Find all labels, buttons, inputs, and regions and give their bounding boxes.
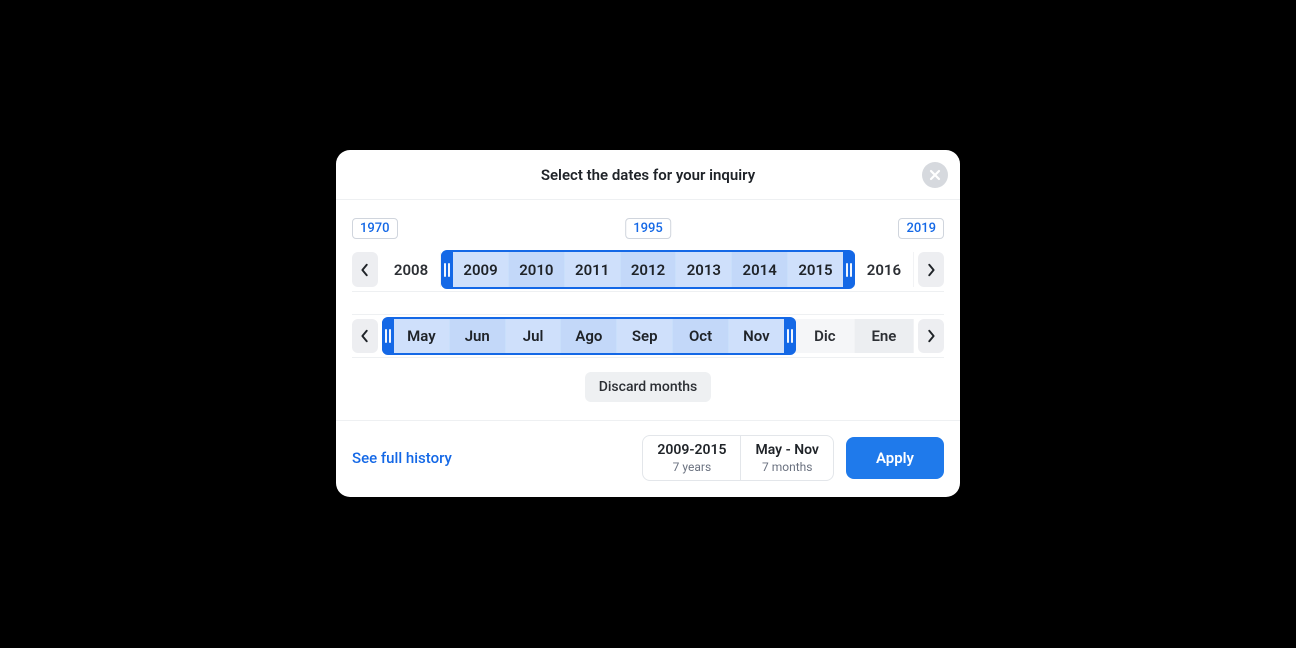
modal-title: Select the dates for your inquiry xyxy=(541,166,755,184)
month-cell[interactable]: Sep xyxy=(618,319,677,353)
year-cell[interactable]: 2016 xyxy=(855,252,914,287)
year-markers-row: 1970 1995 2019 xyxy=(352,212,944,248)
months-cells: May Jun Jul Ago Sep Oct Nov Dic Ene MayJ… xyxy=(382,319,914,353)
summary-months-count: 7 months xyxy=(755,460,818,474)
month-cell[interactable]: Ene xyxy=(855,319,914,353)
year-cell[interactable]: 2008 xyxy=(382,252,441,287)
close-button[interactable] xyxy=(922,162,948,188)
month-cell[interactable]: Ago xyxy=(559,319,618,353)
close-icon xyxy=(929,169,941,181)
date-range-modal: Select the dates for your inquiry 1970 1… xyxy=(336,150,960,497)
chevron-left-icon xyxy=(360,263,370,277)
selection-summary: 2009-2015 7 years May - Nov 7 months xyxy=(642,435,834,481)
years-prev-button[interactable] xyxy=(352,252,378,287)
month-cell[interactable]: Jul xyxy=(500,319,559,353)
months-handle-right[interactable] xyxy=(784,319,796,353)
chevron-left-icon xyxy=(360,329,370,343)
years-handle-left[interactable] xyxy=(441,252,453,287)
month-cell[interactable]: Jun xyxy=(441,319,500,353)
see-full-history-link[interactable]: See full history xyxy=(352,449,452,467)
summary-years-range: 2009-2015 xyxy=(657,442,726,458)
summary-years: 2009-2015 7 years xyxy=(643,436,740,480)
year-cell[interactable]: 2010 xyxy=(500,252,559,287)
years-track: 2008 2009 2010 2011 2012 2013 2014 2015 … xyxy=(352,248,944,292)
months-handle-left[interactable] xyxy=(382,319,394,353)
year-marker-max[interactable]: 2019 xyxy=(898,218,944,239)
discard-months-button[interactable]: Discard months xyxy=(585,372,712,402)
year-cell[interactable]: 2014 xyxy=(737,252,796,287)
summary-months: May - Nov 7 months xyxy=(740,436,832,480)
chevron-right-icon xyxy=(926,329,936,343)
apply-button[interactable]: Apply xyxy=(846,437,944,479)
year-cell[interactable]: 2011 xyxy=(559,252,618,287)
year-marker-min[interactable]: 1970 xyxy=(352,218,398,239)
months-next-button[interactable] xyxy=(918,319,944,353)
years-cells: 2008 2009 2010 2011 2012 2013 2014 2015 … xyxy=(382,252,914,287)
months-track: May Jun Jul Ago Sep Oct Nov Dic Ene MayJ… xyxy=(352,314,944,358)
summary-months-range: May - Nov xyxy=(755,442,818,458)
year-cell[interactable]: 2012 xyxy=(618,252,677,287)
years-handle-right[interactable] xyxy=(843,252,855,287)
month-cell[interactable]: Oct xyxy=(678,319,737,353)
month-cell[interactable]: Dic xyxy=(796,319,855,353)
chevron-right-icon xyxy=(926,263,936,277)
modal-header: Select the dates for your inquiry xyxy=(336,150,960,200)
summary-years-count: 7 years xyxy=(657,460,726,474)
year-marker-mid[interactable]: 1995 xyxy=(625,218,671,239)
year-cell[interactable]: 2013 xyxy=(678,252,737,287)
years-next-button[interactable] xyxy=(918,252,944,287)
modal-footer: See full history 2009-2015 7 years May -… xyxy=(336,420,960,497)
months-prev-button[interactable] xyxy=(352,319,378,353)
